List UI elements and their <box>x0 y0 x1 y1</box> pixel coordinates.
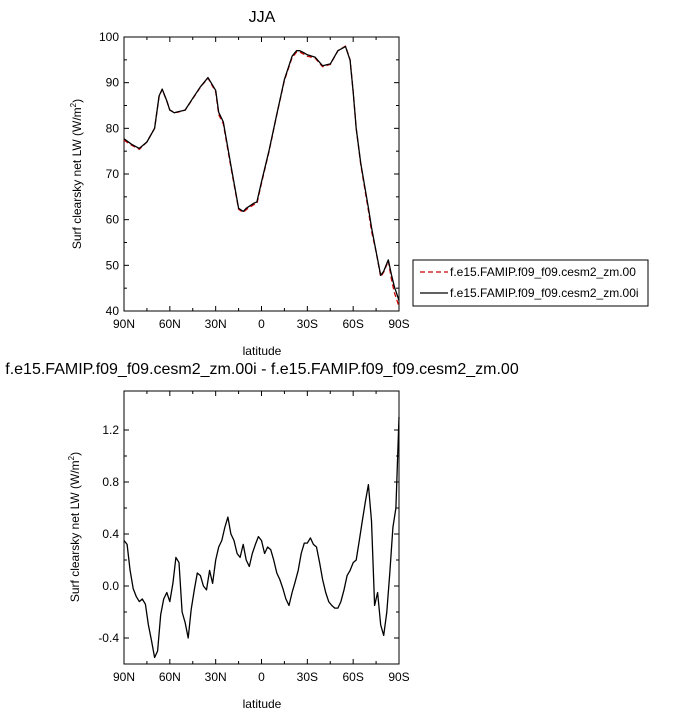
top-y-axis-label-superscript: 2 <box>69 102 78 107</box>
top-y-tick-label: 80 <box>106 121 120 135</box>
bottom-plot-area: 90N 60N 30N 0 30S 60S 90S -0.4 0.0 0.4 0.8 1.2 <box>98 390 410 684</box>
top-series-line-1 <box>123 45 400 301</box>
bottom-x-tick-label: 60N <box>159 670 181 684</box>
bottom-y-axis-label: Surf clearsky net LW (W/m2) <box>67 452 82 602</box>
top-x-tick-label: 60S <box>342 317 363 331</box>
bottom-series-line-0 <box>123 416 400 659</box>
top-x-tick-label: 90S <box>388 317 409 331</box>
top-x-tick-label: 60N <box>159 317 181 331</box>
bottom-x-tick-label: 30S <box>297 670 318 684</box>
bottom-chart-title: f.e15.FAMIP.f09_f09.cesm2_zm.00i - f.e15… <box>5 361 519 378</box>
top-y-tick-label: 100 <box>99 30 119 44</box>
top-plot-frame <box>123 36 400 312</box>
bottom-chart: f.e15.FAMIP.f09_f09.cesm2_zm.00i - f.e15… <box>5 361 519 711</box>
bottom-y-tick-label: 0.0 <box>102 579 119 593</box>
bottom-x-tick-label: 90S <box>388 670 409 684</box>
top-legend: f.e15.FAMIP.f09_f09.cesm2_zm.00 f.e15.FAM… <box>412 259 649 307</box>
bottom-x-tick-label: 90N <box>113 670 135 684</box>
top-chart-title: JJA <box>249 9 276 26</box>
top-x-tick-label: 90N <box>113 317 135 331</box>
bottom-y-axis-label-text: Surf clearsky net LW (W/m <box>68 460 82 602</box>
top-x-axis-label: latitude <box>243 344 282 358</box>
bottom-y-tick-label: 0.8 <box>102 475 119 489</box>
bottom-plot-frame <box>123 390 400 665</box>
legend-label-1: f.e15.FAMIP.f09_f09.cesm2_zm.00i <box>450 286 639 300</box>
legend-box <box>412 259 649 307</box>
top-plot-area: 90N 60N 30N 0 30S 60S 90S 40 50 60 70 80 90 100 <box>99 30 410 331</box>
bottom-y-tick-label: -0.4 <box>98 631 119 645</box>
top-y-tick-label: 60 <box>106 213 120 227</box>
bottom-x-tick-label: 60S <box>342 670 363 684</box>
top-y-axis-label: Surf clearsky net LW (W/m2) <box>69 99 84 249</box>
top-y-tick-label: 50 <box>106 258 120 272</box>
bottom-x-axis-label: latitude <box>243 697 282 711</box>
top-x-tick-label: 0 <box>258 317 265 331</box>
top-series-line-0 <box>123 45 400 307</box>
bottom-y-tick-label: 1.2 <box>102 423 119 437</box>
bottom-x-tick-label: 30N <box>205 670 227 684</box>
top-y-tick-label: 70 <box>106 167 120 181</box>
top-y-axis-label-text: Surf clearsky net LW (W/m <box>70 107 84 249</box>
bottom-y-tick-label: 0.4 <box>102 527 119 541</box>
top-x-tick-label: 30N <box>205 317 227 331</box>
bottom-x-tick-label: 0 <box>258 670 265 684</box>
top-chart: JJA 90N 60N 30N 0 30S 60S 90S 40 50 60 70 80 90 100 l… <box>69 9 649 358</box>
bottom-y-axis-label-superscript: 2 <box>67 455 76 460</box>
bottom-y-axis-label-close: ) <box>68 452 82 456</box>
top-y-tick-label: 40 <box>106 304 120 318</box>
legend-label-0: f.e15.FAMIP.f09_f09.cesm2_zm.00 <box>450 265 636 279</box>
top-y-tick-label: 90 <box>106 76 120 90</box>
top-x-tick-label: 30S <box>297 317 318 331</box>
top-y-axis-label-close: ) <box>70 99 84 103</box>
